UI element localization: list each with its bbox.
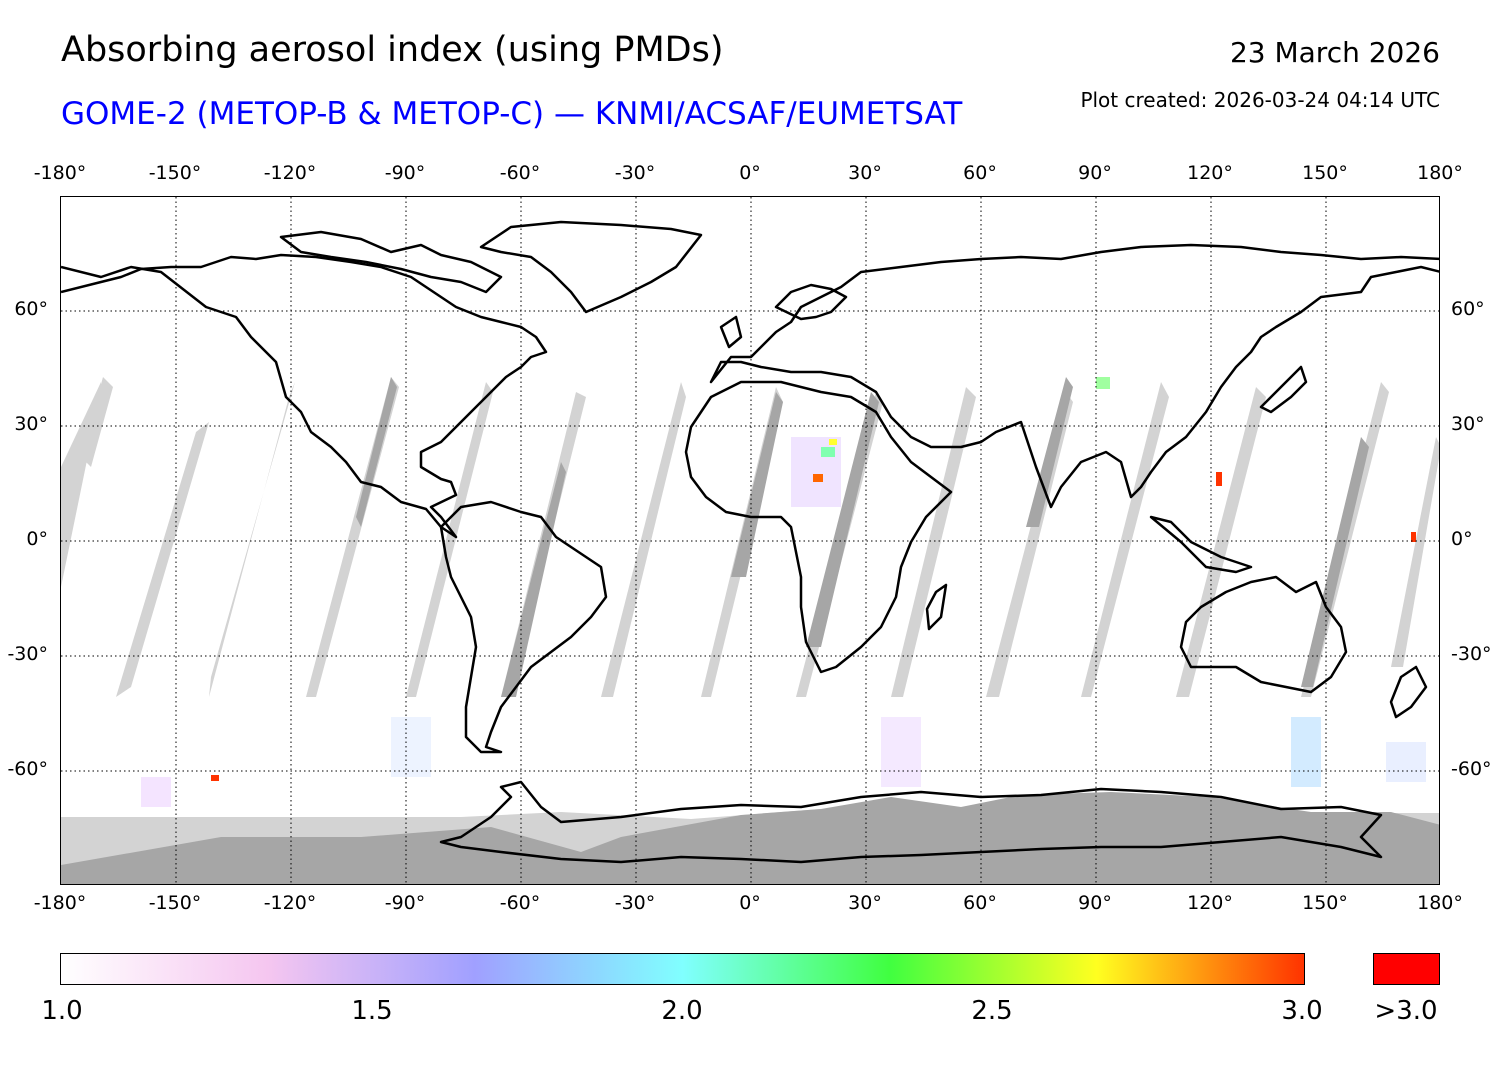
lon-label-bottom: 30°	[848, 892, 882, 914]
lon-label-top: 150°	[1302, 162, 1348, 184]
british-isles-coast	[719, 315, 743, 349]
world-map	[61, 197, 1439, 884]
antarctic-no-data-dark	[61, 792, 1439, 884]
aerosol-pixel	[1386, 742, 1426, 782]
overlap-swath	[806, 392, 879, 647]
observation-date: 23 March 2026	[1229, 36, 1440, 69]
lat-label-right: -30°	[1451, 643, 1492, 665]
colorbar-tick-label: 1.5	[351, 996, 393, 1026]
aerosol-pixel	[391, 717, 431, 777]
aerosol-pixel	[211, 775, 219, 781]
lon-label-bottom: 150°	[1302, 892, 1348, 914]
aerosol-pixel	[141, 777, 171, 807]
lon-label-bottom: 180°	[1417, 892, 1463, 914]
orbit-gap-swath	[116, 422, 209, 697]
aerosol-pixel	[821, 447, 835, 457]
lon-label-bottom: 60°	[963, 892, 997, 914]
orbit-gap-swath	[1176, 387, 1266, 697]
aerosol-pixel	[1096, 377, 1110, 389]
lon-label-bottom: -90°	[384, 892, 426, 914]
lat-label-right: 0°	[1451, 528, 1473, 550]
antarctica-coast	[439, 780, 1383, 864]
lat-label-right: 30°	[1451, 413, 1485, 435]
lon-label-top: 30°	[848, 162, 882, 184]
colorbar-tick-label: 2.0	[661, 996, 703, 1026]
lon-label-top: -90°	[384, 162, 426, 184]
overlap-swath	[501, 462, 566, 697]
lat-label-left: -60°	[7, 758, 48, 780]
colorbar-gradient	[60, 953, 1305, 985]
map-title: Absorbing aerosol index (using PMDs)	[61, 30, 724, 70]
orbit-gap-swath	[209, 382, 295, 697]
madagascar-coast	[925, 583, 948, 631]
lat-label-left: 60°	[14, 298, 48, 320]
eurasia-coast	[709, 243, 1439, 509]
lat-label-left: -30°	[7, 643, 48, 665]
indonesia-coast	[1149, 515, 1253, 574]
australia-coast	[1179, 575, 1348, 694]
japan-coast	[1259, 365, 1308, 414]
orbit-gap-swath	[61, 382, 101, 587]
lon-label-bottom: 0°	[739, 892, 761, 914]
overlap-swath	[356, 377, 397, 527]
aerosol-pixel	[1411, 532, 1416, 542]
aerosol-pixel	[1291, 717, 1321, 787]
overlap-swath	[1026, 377, 1073, 527]
orbit-gap-swath	[406, 382, 493, 697]
colorbar-tick-label: 3.0	[1281, 996, 1323, 1026]
south-america-coast	[439, 500, 608, 754]
plot-created-timestamp: Plot created: 2026-03-24 04:14 UTC	[1080, 88, 1440, 112]
no-data-swaths-dark	[356, 377, 1369, 697]
new-zealand-coast	[1389, 665, 1428, 719]
overlap-swath	[1301, 437, 1369, 687]
coastlines	[61, 220, 1439, 864]
colorbar-overflow-label: >3.0	[1374, 996, 1438, 1026]
colorbar-tick-label: 1.0	[41, 996, 83, 1026]
lon-label-top: 60°	[963, 162, 997, 184]
lon-label-bottom: -120°	[263, 892, 317, 914]
lon-label-top: -60°	[499, 162, 541, 184]
arctic-islands	[279, 230, 503, 294]
map-subtitle: GOME-2 (METOP-B & METOP-C) — KNMI/ACSAF/…	[61, 96, 963, 132]
colorbar-overflow-swatch	[1373, 953, 1440, 985]
lat-label-right: 60°	[1451, 298, 1485, 320]
overlap-swath	[731, 392, 783, 577]
aerosol-detections	[141, 377, 1426, 807]
north-america-coast	[61, 253, 548, 539]
lon-label-bottom: -150°	[148, 892, 202, 914]
lon-label-bottom: 90°	[1078, 892, 1112, 914]
aerosol-pixel	[1216, 472, 1222, 486]
orbit-gap-swath	[1391, 437, 1439, 667]
lon-label-top: 180°	[1417, 162, 1463, 184]
lon-label-bottom: -60°	[499, 892, 541, 914]
scandinavia-coast	[774, 283, 848, 321]
lon-label-bottom: -180°	[33, 892, 87, 914]
lon-label-top: 0°	[739, 162, 761, 184]
lon-label-top: 120°	[1187, 162, 1233, 184]
lon-label-bottom: -30°	[614, 892, 656, 914]
orbit-gap-swath	[891, 387, 976, 697]
aerosol-pixel	[829, 439, 837, 445]
lon-label-top: 90°	[1078, 162, 1112, 184]
orbit-gap-swath	[601, 382, 686, 697]
lon-label-top: -30°	[614, 162, 656, 184]
aerosol-pixel	[813, 474, 823, 482]
lat-label-right: -60°	[1451, 758, 1492, 780]
orbit-gap-swath	[1081, 382, 1169, 697]
lat-label-left: 0°	[26, 528, 48, 550]
greenland-coast	[479, 220, 703, 314]
lon-label-top: -150°	[148, 162, 202, 184]
lon-label-top: -120°	[263, 162, 317, 184]
aerosol-pixel	[881, 717, 921, 787]
colorbar-tick-label: 2.5	[971, 996, 1013, 1026]
world-map-panel	[60, 196, 1440, 885]
lon-label-bottom: 120°	[1187, 892, 1233, 914]
lat-label-left: 30°	[14, 413, 48, 435]
graticule	[61, 197, 1439, 884]
africa-coast	[684, 380, 953, 674]
lon-label-top: -180°	[33, 162, 87, 184]
